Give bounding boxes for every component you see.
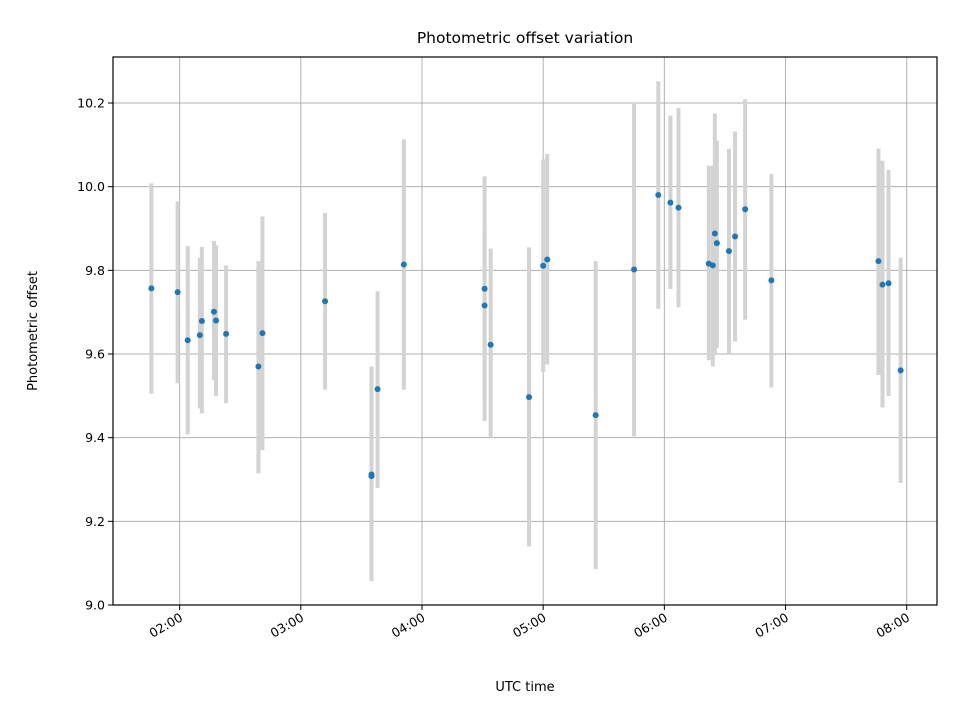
data-point <box>897 367 904 374</box>
x-tick-label: 04:00 <box>389 610 428 641</box>
data-point <box>768 277 775 284</box>
x-tick-label: 08:00 <box>874 610 913 641</box>
plot-frame <box>112 56 938 606</box>
data-point <box>400 261 407 268</box>
y-tick-label: 9.6 <box>85 347 105 362</box>
data-point <box>655 192 662 199</box>
y-tick-label: 9.8 <box>85 263 105 278</box>
x-tick-label: 06:00 <box>631 610 670 641</box>
y-tick-label: 9.0 <box>85 598 105 613</box>
x-tick-label: 07:00 <box>752 610 791 641</box>
data-point <box>196 332 203 339</box>
data-points <box>148 192 904 480</box>
x-tick-label: 02:00 <box>146 610 185 641</box>
data-point <box>184 337 191 344</box>
data-point <box>255 363 262 370</box>
data-point <box>368 473 375 480</box>
y-axis-ticks: 9.0 9.2 9.4 9.6 9.8 10.0 10.2 <box>77 96 113 613</box>
data-point <box>526 394 533 401</box>
data-point <box>198 317 205 324</box>
data-point <box>631 266 638 273</box>
data-point <box>732 233 739 240</box>
x-tick-label: 05:00 <box>510 610 549 641</box>
data-point <box>544 256 551 263</box>
data-point <box>713 240 720 247</box>
data-point <box>667 199 674 206</box>
data-point <box>259 330 266 337</box>
data-point <box>879 281 886 288</box>
data-point <box>148 285 155 292</box>
grid <box>113 57 937 606</box>
plot-background <box>113 57 937 605</box>
data-point <box>742 206 749 213</box>
data-point <box>875 258 882 265</box>
y-axis-label: Photometric offset <box>26 271 41 391</box>
y-tick-label: 9.2 <box>85 514 105 529</box>
data-point <box>885 280 892 287</box>
data-point <box>223 330 230 337</box>
data-point <box>481 285 488 292</box>
chart-title: Photometric offset variation <box>417 29 633 47</box>
data-point <box>725 248 732 255</box>
data-point <box>592 412 599 419</box>
x-axis-ticks: 02:00 03:00 04:00 05:00 06:00 07:00 08:00 <box>146 605 912 641</box>
data-point <box>709 262 716 269</box>
y-tick-label: 10.0 <box>77 179 105 194</box>
data-point <box>322 298 329 305</box>
x-tick-label: 03:00 <box>268 610 307 641</box>
data-point <box>374 386 381 393</box>
y-tick-label: 9.4 <box>85 430 105 445</box>
data-point <box>540 262 547 269</box>
x-axis-label: UTC time <box>495 680 554 695</box>
data-point <box>487 341 494 348</box>
data-point <box>174 289 181 296</box>
data-point <box>481 302 488 309</box>
y-tick-label: 10.2 <box>77 96 105 111</box>
data-point <box>213 317 219 324</box>
data-point <box>210 308 217 315</box>
data-point <box>675 204 682 211</box>
data-point <box>711 230 718 237</box>
